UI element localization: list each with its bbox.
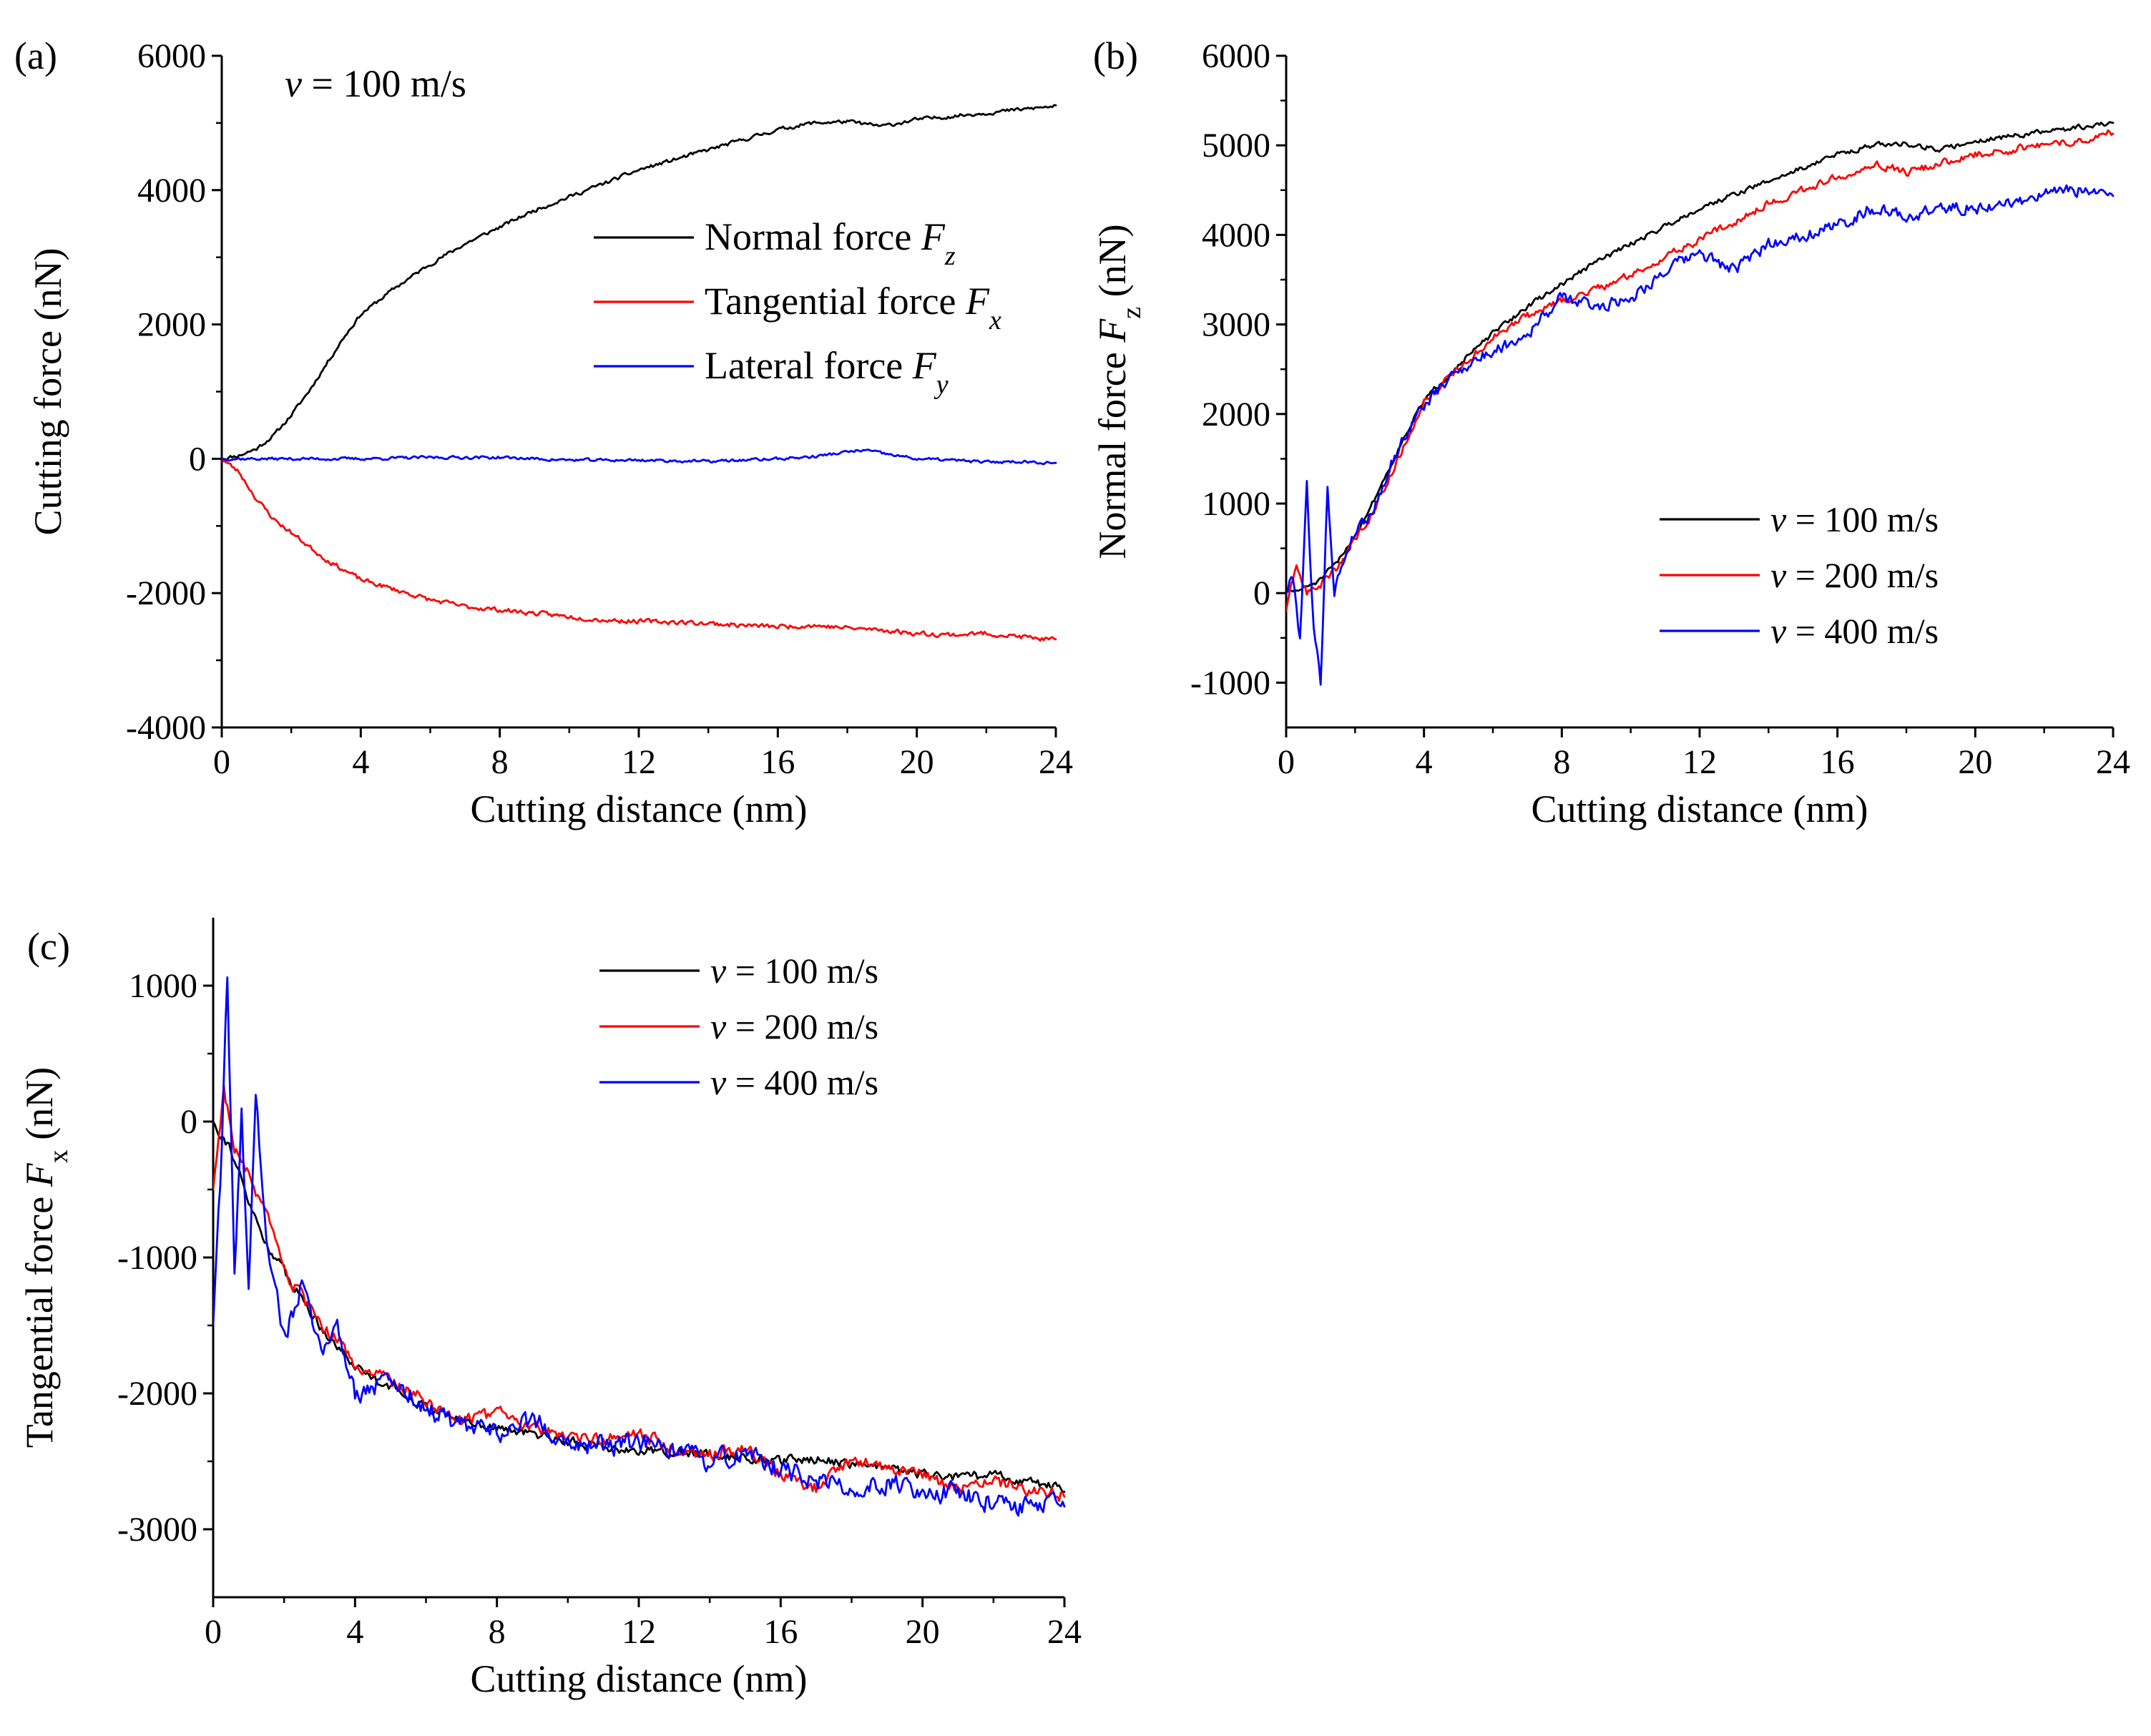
x-tick-label: 12 [1682,743,1717,781]
series-line-2 [1286,129,2115,612]
legend-label: Lateral force Fy [705,344,949,400]
x-tick-label: 0 [205,1613,222,1651]
y-tick-label: 0 [1253,574,1270,612]
x-tick-label: 4 [346,1613,363,1651]
legend-label: Tangential force Fx [705,280,1001,335]
legend-label: Normal force Fz [705,215,956,271]
y-tick-label: -1000 [117,1239,197,1277]
chart-c: 0 4 8 12 16 20 24 -3000 -2000 -1000 0 1000 Cutting d… [18,918,1082,1700]
x-tick-label: 0 [213,743,230,781]
legend-label: v = 100 m/s [1770,499,1939,539]
x-tick-label: 8 [489,1613,506,1651]
y-tick-label: 2000 [1202,396,1270,433]
y-tick-label: -2000 [126,574,206,612]
x-tick-label: 8 [1553,743,1570,781]
x-tick-label: 16 [1821,743,1855,781]
x-axis-label: Cutting distance (nm) [471,1657,808,1700]
y-tick-label: -1000 [1190,664,1270,702]
series-line-3 [222,448,1057,466]
x-tick-label: 12 [622,743,656,781]
x-tick-label: 4 [1416,743,1433,781]
y-tick-label: 4000 [1202,216,1270,254]
chart-a: 0 4 8 12 16 20 24 -4000 -2000 0 2000 4000 6000 Cuttin… [14,34,1073,830]
x-tick-label: 8 [491,743,509,781]
y-axis-label: Cutting force (nN) [26,248,69,536]
y-axis-label: Normal force Fz (nN) [1091,224,1147,559]
legend-label: v = 100 m/s [710,951,878,991]
x-tick-label: 0 [1278,743,1295,781]
y-tick-label: 1000 [129,967,197,1005]
series-line-2 [213,1084,1066,1502]
x-tick-label: 24 [2096,743,2130,781]
series-line-3 [213,976,1066,1517]
y-tick-label: 1000 [1202,485,1270,523]
x-axis-label: Cutting distance (nm) [1532,788,1868,830]
series-line-1 [1286,121,2115,594]
y-tick-label: -3000 [117,1511,197,1549]
x-tick-label: 20 [900,743,934,781]
x-tick-label: 16 [760,743,795,781]
y-tick-label: -4000 [126,709,206,747]
x-tick-label: 4 [352,743,369,781]
y-tick-label: 5000 [1202,127,1270,165]
x-axis-label: Cutting distance (nm) [471,788,808,830]
x-tick-label: 20 [906,1613,940,1651]
x-tick-label: 20 [1958,743,1992,781]
y-axis-label: Tangential force Fx (nN) [18,1067,74,1448]
x-tick-label: 24 [1047,1613,1082,1651]
x-tick-label: 24 [1039,743,1073,781]
y-tick-label: 0 [189,440,206,478]
panel-label: (c) [27,925,70,968]
series-line-2 [222,458,1057,642]
x-tick-label: 12 [622,1613,656,1651]
chart-b: 0 4 8 12 16 20 24 -1000 0 1000 2000 3000 4000 5000 600… [1091,34,2130,830]
series-line-1 [213,1120,1066,1494]
y-tick-label: 4000 [137,172,206,210]
panel-label: (a) [14,34,57,77]
y-tick-label: 6000 [1202,37,1270,75]
legend-label: v = 400 m/s [1770,611,1939,651]
y-tick-label: 3000 [1202,306,1270,344]
legend-label: v = 200 m/s [710,1006,878,1046]
y-tick-label: -2000 [117,1375,197,1413]
panel-label: (b) [1093,34,1138,77]
legend-label: v = 400 m/s [710,1062,878,1102]
y-tick-label: 6000 [137,37,206,75]
axis-lines [220,56,1056,729]
series-line-1 [222,104,1057,461]
y-tick-label: 2000 [137,306,206,344]
y-tick-label: 0 [180,1103,197,1141]
x-tick-label: 16 [763,1613,798,1651]
legend-label: v = 200 m/s [1770,555,1939,595]
series-line-3 [1286,184,2115,686]
velocity-annotation: v = 100 m/s [285,62,466,105]
